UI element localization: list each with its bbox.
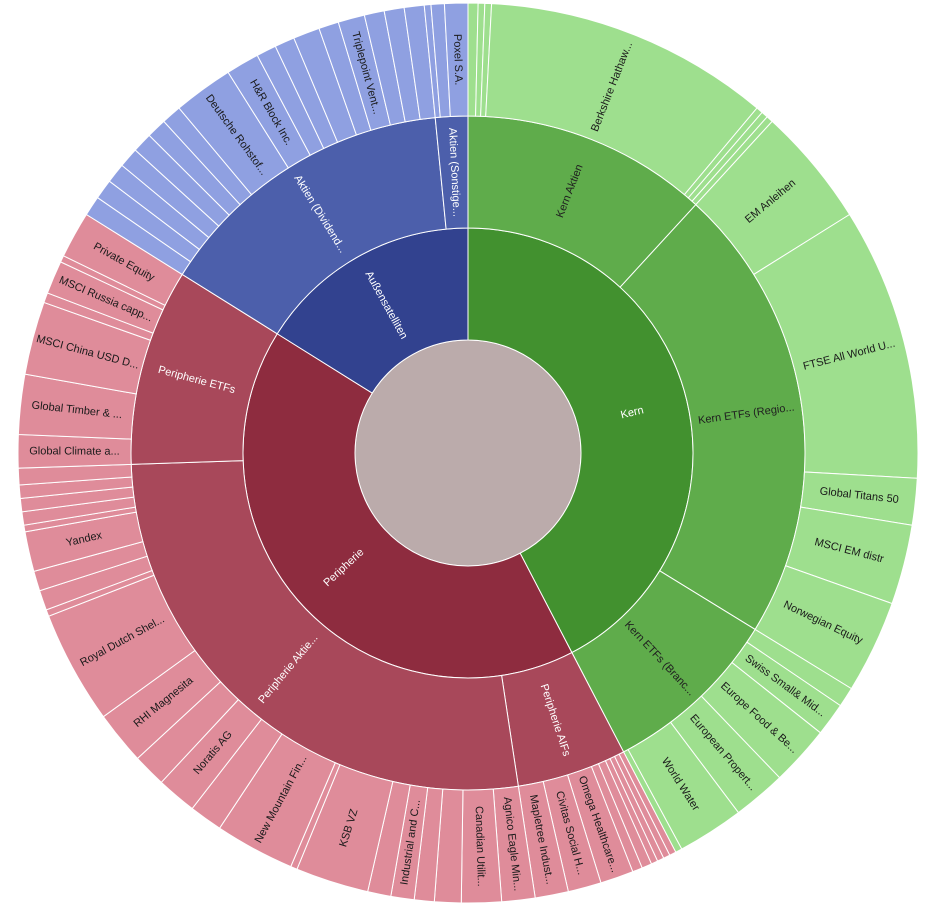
segment-label-peripherie-peripherie-etfs-global-climate-a: Global Climate a... [29,445,120,457]
sunburst-segment-au-ensatelliten-aktien-sonstige-poxel-s-a[interactable] [443,2,469,117]
segment-label-peripherie-peripherie-aktie-canadian-utilit: Canadian Utilit... [473,806,487,887]
sunburst-center[interactable] [354,339,582,567]
segment-label-au-ensatelliten-aktien-sonstige-poxel-s-a: Poxel S.A. [451,34,464,86]
segment-label-au-ensatelliten-aktien-sonstige: Aktien (Sonstige... [446,127,462,217]
segment-label-kern: Kern [619,404,644,421]
